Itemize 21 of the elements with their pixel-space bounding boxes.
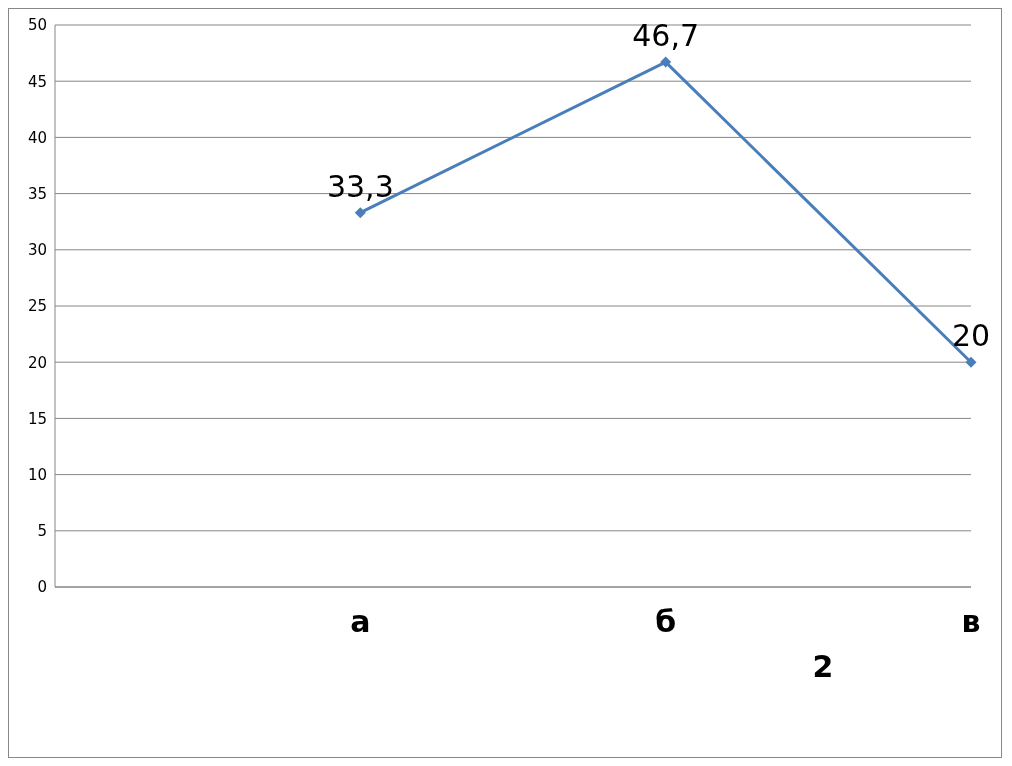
data-label: 20 [951,318,991,354]
y-tick-label: 50 [27,16,47,35]
y-tick-label: 20 [27,353,47,372]
point [354,207,366,219]
y-tick-label: 0 [37,578,47,597]
point [660,56,672,68]
y-tick-label: 5 [37,522,47,541]
point [965,356,977,368]
y-tick-label: 35 [27,184,47,203]
data-label: 33,3 [326,168,394,204]
x-tick-label: в [961,604,981,640]
data-label: 46,7 [632,18,700,54]
y-tick-label: 10 [27,465,47,484]
y-tick-label: 45 [27,72,47,91]
x-axis-title: 2 [812,649,834,684]
y-tick-label: 15 [27,409,47,428]
y-tick-label: 40 [27,128,47,147]
y-tick-label: 25 [27,297,47,316]
x-tick-label: б [655,604,677,640]
y-tick-label: 30 [27,241,47,260]
x-tick-label: а [350,604,371,640]
